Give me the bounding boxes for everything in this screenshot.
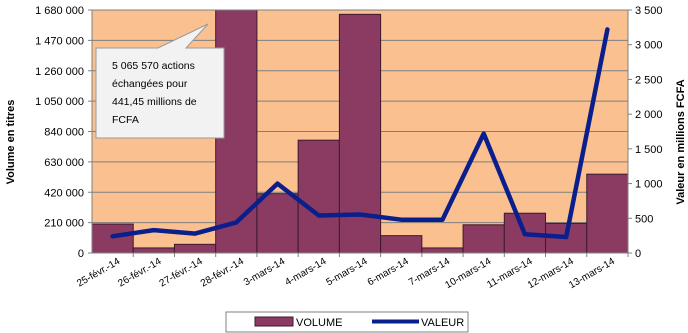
- legend-label-volume: VOLUME: [296, 317, 342, 329]
- y-tick-label: 1 260 000: [35, 66, 84, 78]
- y-tick-label: 420 000: [44, 187, 84, 199]
- callout-line-4: FCFA: [112, 114, 139, 126]
- x-tick-label: 10-mars-14: [443, 256, 493, 291]
- x-tick-label: 25-févr.-14: [75, 256, 122, 290]
- y2-tick-label: 1 500: [635, 144, 663, 156]
- legend: VOLUME VALEUR: [225, 311, 469, 333]
- y2-tick-label: 0: [635, 248, 641, 260]
- y2-tick-label: 2 500: [635, 74, 663, 86]
- volume-bar: [421, 247, 464, 254]
- y2-tick-label: 3 500: [635, 5, 663, 17]
- x-tick-label: 27-févr.-14: [158, 256, 205, 290]
- volume-bar: [256, 193, 299, 254]
- x-axis-ticks: 25-févr.-1426-févr.-1427-févr.-1428-févr…: [75, 253, 629, 291]
- x-tick-label: 13-mars-14: [567, 256, 617, 291]
- callout-line-1: 5 065 570 actions: [112, 60, 195, 72]
- x-tick-label: 6-mars-14: [366, 256, 411, 289]
- x-tick-label: 3-mars-14: [242, 256, 287, 289]
- legend-label-valeur: VALEUR: [421, 317, 464, 329]
- volume-bar: [173, 243, 217, 254]
- callout-bubble: [95, 23, 225, 139]
- volume-bar: [462, 224, 505, 254]
- y-tick-label: 1 050 000: [35, 96, 84, 108]
- y2-tick-label: 2 000: [635, 109, 663, 121]
- volume-bar: [586, 173, 629, 254]
- y-axis-right-title: Valeur en millions FCFA: [675, 79, 687, 204]
- y2-tick-label: 3 000: [635, 40, 663, 52]
- y-tick-label: 210 000: [44, 218, 84, 230]
- y-tick-label: 1 680 000: [35, 5, 84, 17]
- legend-swatch-volume: [254, 316, 294, 327]
- volume-bar: [132, 247, 175, 254]
- y2-tick-label: 1 000: [635, 179, 663, 191]
- y-tick-label: 630 000: [44, 157, 84, 169]
- valeur-line: [110, 27, 610, 240]
- y-axis-left-title: Volume en titres: [5, 100, 17, 185]
- x-tick-label: 28-févr.-14: [199, 256, 246, 290]
- annotation-callout: 5 065 570 actions échangées pour 441,45 …: [95, 23, 225, 139]
- callout-line-2: échangées pour: [112, 78, 188, 90]
- y-tick-label: 0: [78, 248, 84, 260]
- x-tick-label: 26-févr.-14: [116, 256, 163, 290]
- volume-bar: [297, 139, 340, 254]
- y2-tick-label: 500: [635, 213, 653, 225]
- y-axis-right-ticks: 0 500 1 000 1 500 2 000 2 500 3 000 3 500: [628, 5, 663, 260]
- y-tick-label: 1 470 000: [35, 35, 84, 47]
- y-axis-left-ticks: 0 210 000 420 000 630 000 840 000 1 050 000 1 …: [35, 5, 92, 260]
- volume-bar: [380, 235, 423, 254]
- callout-line-3: 441,45 millions de: [112, 96, 197, 108]
- x-tick-label: 5-mars-14: [325, 256, 370, 289]
- x-tick-label: 4-mars-14: [283, 256, 328, 289]
- y-tick-label: 840 000: [44, 127, 84, 139]
